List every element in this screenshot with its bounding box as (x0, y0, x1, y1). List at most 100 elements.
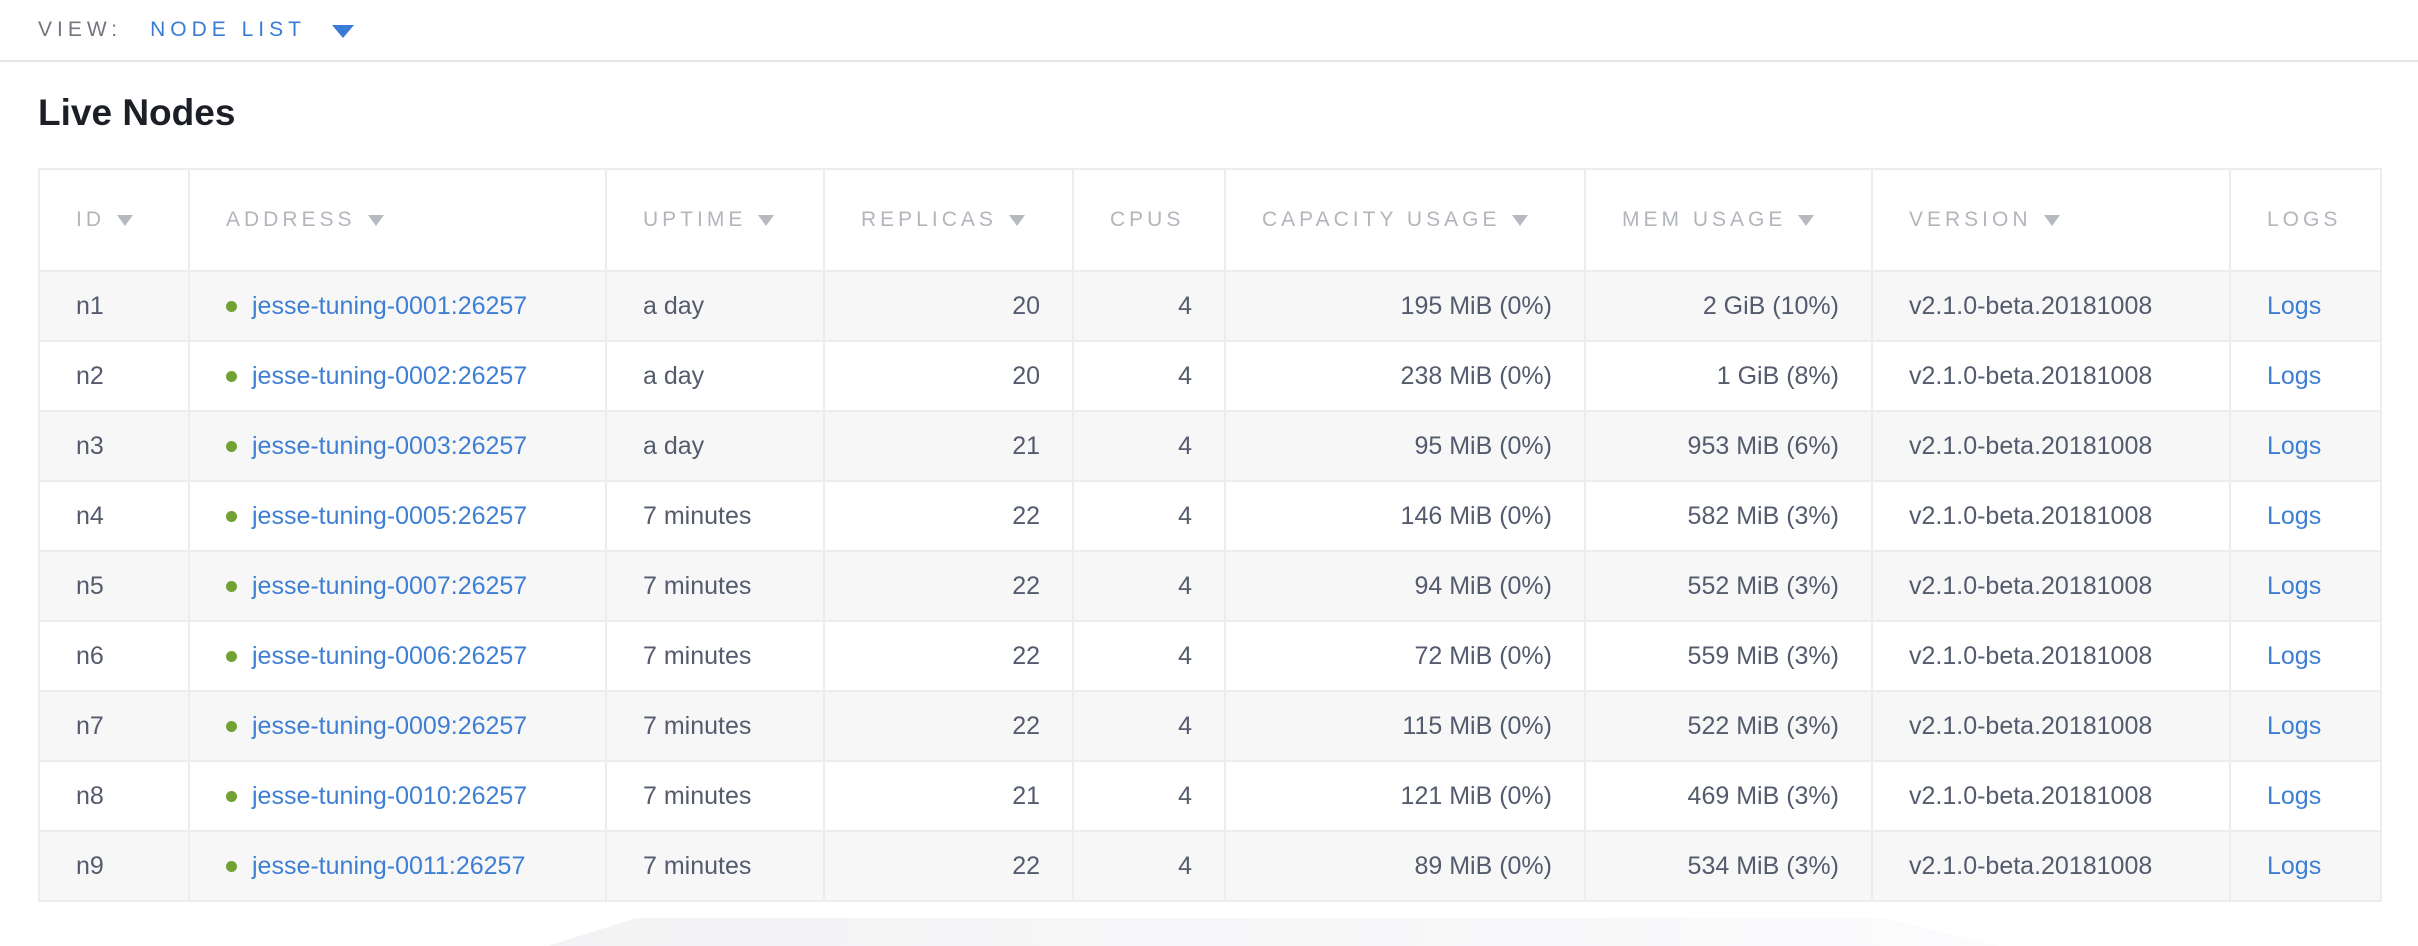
logs-cell: Logs (2229, 690, 2382, 762)
capacity-cell: 95 MiB (0%) (1224, 410, 1586, 482)
page-title: Live Nodes (38, 92, 236, 133)
mem-cell: 552 MiB (3%) (1584, 550, 1873, 622)
mem-cell: 2 GiB (10%) (1584, 270, 1873, 342)
table-row: n3 jesse-tuning-0003:26257 a day 21 4 95 MiB … (38, 410, 2382, 482)
mem-value: 559 MiB (3%) (1687, 641, 1839, 670)
node-live-status-icon (226, 440, 237, 452)
replicas-cell: 20 (823, 340, 1074, 412)
column-header-label: UPTIME (643, 208, 747, 231)
table-row: n4 jesse-tuning-0005:26257 7 minutes 22 4 146… (38, 480, 2382, 552)
logs-link[interactable]: Logs (2267, 641, 2322, 670)
column-header-address[interactable]: ADDRESS (188, 168, 607, 272)
logs-link[interactable]: Logs (2267, 431, 2322, 460)
view-label: VIEW: (38, 18, 123, 41)
replicas-value: 22 (1012, 501, 1040, 530)
logs-link[interactable]: Logs (2267, 711, 2322, 740)
id-cell: n9 (38, 830, 190, 902)
id-cell: n4 (38, 480, 190, 552)
logs-link[interactable]: Logs (2267, 781, 2322, 810)
cpus-cell: 4 (1072, 830, 1226, 902)
capacity-cell: 72 MiB (0%) (1224, 620, 1586, 692)
column-header-replicas[interactable]: REPLICAS (823, 168, 1074, 272)
version-cell: v2.1.0-beta.20181008 (1871, 480, 2231, 552)
mem-value: 522 MiB (3%) (1687, 711, 1839, 740)
replicas-cell: 21 (823, 760, 1074, 832)
address-cell: jesse-tuning-0007:26257 (188, 550, 607, 622)
live-nodes-table: ID ADDRESS UPTIME REPLICAS CPUS CAPACITY USAG… (38, 168, 2382, 902)
node-address-link[interactable]: jesse-tuning-0006:26257 (252, 641, 528, 670)
version-value: v2.1.0-beta.20181008 (1909, 781, 2153, 810)
node-address-link[interactable]: jesse-tuning-0002:26257 (252, 361, 528, 390)
uptime-value: a day (643, 431, 705, 460)
capacity-value: 121 MiB (0%) (1400, 781, 1552, 810)
capacity-cell: 94 MiB (0%) (1224, 550, 1586, 622)
cpus-cell: 4 (1072, 270, 1226, 342)
node-address-link[interactable]: jesse-tuning-0001:26257 (252, 291, 528, 320)
cpus-value: 4 (1178, 781, 1192, 810)
version-cell: v2.1.0-beta.20181008 (1871, 410, 2231, 482)
id-cell: n7 (38, 690, 190, 762)
column-header-mem[interactable]: MEM USAGE (1584, 168, 1873, 272)
node-address-link[interactable]: jesse-tuning-0005:26257 (252, 501, 528, 530)
logs-link[interactable]: Logs (2267, 291, 2322, 320)
uptime-cell: a day (605, 270, 825, 342)
address-cell: jesse-tuning-0001:26257 (188, 270, 607, 342)
id-value: n2 (76, 361, 104, 390)
chevron-down-icon (331, 25, 354, 38)
node-address-link[interactable]: jesse-tuning-0011:26257 (252, 851, 526, 880)
cpus-cell: 4 (1072, 760, 1226, 832)
table-row: n2 jesse-tuning-0002:26257 a day 20 4 238 MiB… (38, 340, 2382, 412)
table-row: n9 jesse-tuning-0011:26257 7 minutes 22 4 89 … (38, 830, 2382, 902)
sort-caret-icon (367, 215, 384, 226)
id-value: n7 (76, 711, 104, 740)
node-address-link[interactable]: jesse-tuning-0003:26257 (252, 431, 528, 460)
replicas-cell: 20 (823, 270, 1074, 342)
sort-caret-icon (1512, 215, 1529, 226)
uptime-value: a day (643, 291, 705, 320)
replicas-cell: 21 (823, 410, 1074, 482)
capacity-value: 95 MiB (0%) (1414, 431, 1552, 460)
version-value: v2.1.0-beta.20181008 (1909, 571, 2153, 600)
uptime-cell: a day (605, 340, 825, 412)
capacity-cell: 115 MiB (0%) (1224, 690, 1586, 762)
mem-value: 582 MiB (3%) (1687, 501, 1839, 530)
node-live-status-icon (226, 650, 237, 662)
logs-cell: Logs (2229, 760, 2382, 832)
logs-link[interactable]: Logs (2267, 361, 2322, 390)
capacity-cell: 238 MiB (0%) (1224, 340, 1586, 412)
version-cell: v2.1.0-beta.20181008 (1871, 760, 2231, 832)
replicas-value: 22 (1012, 571, 1040, 600)
logs-link[interactable]: Logs (2267, 501, 2322, 530)
uptime-value: 7 minutes (643, 501, 752, 530)
cpus-cell: 4 (1072, 340, 1226, 412)
view-dropdown[interactable]: NODE LIST (150, 18, 354, 42)
id-cell: n5 (38, 550, 190, 622)
cpus-value: 4 (1178, 641, 1192, 670)
cpus-value: 4 (1178, 851, 1192, 880)
main-content: Live Nodes ID ADDRESS UPTIME REPLICAS CPUS CA… (0, 92, 2418, 902)
replicas-value: 20 (1012, 361, 1040, 390)
mem-cell: 1 GiB (8%) (1584, 340, 1873, 412)
column-header-version[interactable]: VERSION (1871, 168, 2231, 272)
node-live-status-icon (226, 370, 237, 382)
column-header-capacity[interactable]: CAPACITY USAGE (1224, 168, 1586, 272)
column-header-id[interactable]: ID (38, 168, 190, 272)
capacity-cell: 121 MiB (0%) (1224, 760, 1586, 832)
id-cell: n2 (38, 340, 190, 412)
mem-value: 552 MiB (3%) (1687, 571, 1839, 600)
logs-link[interactable]: Logs (2267, 851, 2322, 880)
column-header-label: ADDRESS (226, 208, 356, 231)
version-value: v2.1.0-beta.20181008 (1909, 711, 2153, 740)
node-address-link[interactable]: jesse-tuning-0007:26257 (252, 571, 528, 600)
node-address-link[interactable]: jesse-tuning-0009:26257 (252, 711, 528, 740)
node-live-status-icon (226, 510, 237, 522)
uptime-value: 7 minutes (643, 851, 752, 880)
uptime-value: 7 minutes (643, 781, 752, 810)
cpus-cell: 4 (1072, 620, 1226, 692)
version-value: v2.1.0-beta.20181008 (1909, 291, 2153, 320)
node-live-status-icon (226, 860, 237, 872)
logs-link[interactable]: Logs (2267, 571, 2322, 600)
id-value: n3 (76, 431, 104, 460)
column-header-uptime[interactable]: UPTIME (605, 168, 825, 272)
node-address-link[interactable]: jesse-tuning-0010:26257 (252, 781, 528, 810)
